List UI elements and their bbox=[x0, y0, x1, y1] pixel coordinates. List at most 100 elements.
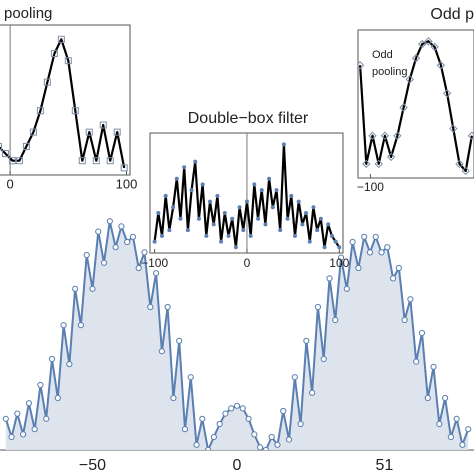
data-point bbox=[300, 222, 305, 227]
data-point bbox=[100, 259, 108, 266]
data-point bbox=[393, 131, 402, 140]
data-point bbox=[399, 103, 408, 112]
data-point bbox=[163, 193, 168, 198]
data-point bbox=[395, 264, 402, 272]
data-point bbox=[14, 410, 21, 417]
data-point bbox=[106, 157, 114, 165]
plot-area bbox=[358, 37, 474, 176]
data-point bbox=[262, 446, 270, 450]
data-point bbox=[285, 216, 290, 221]
data-point bbox=[15, 157, 23, 165]
data-point bbox=[72, 285, 79, 292]
data-point bbox=[164, 303, 171, 311]
data-point bbox=[318, 216, 323, 221]
data-point bbox=[124, 238, 131, 246]
data-point bbox=[237, 205, 242, 210]
data-point bbox=[461, 166, 470, 176]
data-point bbox=[31, 426, 38, 433]
data-point bbox=[147, 303, 154, 311]
data-point bbox=[85, 128, 93, 136]
inset-title: pooling bbox=[4, 5, 52, 22]
data-point bbox=[285, 436, 293, 443]
x-tick-label: 100 bbox=[116, 176, 138, 191]
data-point bbox=[89, 285, 96, 292]
data-point bbox=[36, 107, 44, 115]
data-point bbox=[320, 355, 327, 363]
data-point bbox=[259, 188, 264, 193]
data-point bbox=[281, 142, 286, 147]
chart-panel: 0 100 pooling bbox=[0, 5, 137, 191]
data-point bbox=[366, 249, 374, 256]
data-point bbox=[170, 394, 177, 402]
data-point bbox=[368, 131, 377, 140]
data-point bbox=[0, 142, 2, 150]
data-point bbox=[372, 233, 379, 240]
data-point bbox=[244, 199, 249, 204]
data-point bbox=[274, 441, 281, 448]
inset-title: Odd p bbox=[430, 6, 474, 23]
data-point bbox=[50, 50, 58, 58]
data-point bbox=[228, 405, 235, 412]
data-point bbox=[436, 61, 446, 70]
x-tick-label: 0 bbox=[244, 256, 251, 270]
data-point bbox=[411, 53, 421, 63]
data-point bbox=[455, 159, 464, 169]
chart-panel: −100 Odd p Odd pooling bbox=[357, 6, 474, 194]
data-point bbox=[386, 152, 396, 162]
data-point bbox=[303, 337, 310, 344]
data-point bbox=[187, 374, 194, 381]
data-point bbox=[210, 433, 217, 441]
data-point bbox=[309, 389, 316, 396]
data-point bbox=[57, 35, 65, 43]
data-point bbox=[442, 89, 452, 98]
data-point bbox=[333, 239, 338, 244]
data-point bbox=[315, 228, 320, 233]
data-point bbox=[25, 400, 33, 407]
data-point bbox=[447, 433, 454, 441]
data-point bbox=[418, 39, 427, 49]
data-point bbox=[430, 363, 437, 370]
data-point bbox=[289, 193, 294, 198]
data-point bbox=[453, 415, 460, 422]
chart-panel: −50 0 51 bbox=[0, 218, 474, 474]
chart-panel: −100 0 100 Double−box filter bbox=[141, 110, 350, 270]
data-point bbox=[389, 275, 397, 282]
data-point bbox=[66, 361, 73, 368]
data-point bbox=[291, 374, 298, 381]
data-point bbox=[296, 199, 301, 204]
data-point bbox=[193, 441, 200, 448]
data-point bbox=[343, 285, 350, 292]
data-point bbox=[245, 415, 252, 422]
data-point bbox=[430, 42, 439, 52]
data-line bbox=[0, 38, 126, 169]
data-point bbox=[436, 420, 443, 428]
data-point bbox=[189, 188, 194, 193]
data-point bbox=[160, 233, 165, 238]
data-point bbox=[274, 188, 279, 193]
data-point bbox=[424, 394, 431, 402]
data-point bbox=[239, 405, 246, 412]
data-point bbox=[241, 228, 246, 233]
data-point bbox=[129, 233, 137, 240]
data-point bbox=[171, 205, 176, 210]
data-line bbox=[359, 40, 473, 173]
data-point bbox=[326, 222, 331, 227]
data-point bbox=[22, 142, 30, 150]
data-point bbox=[251, 431, 258, 438]
data-point bbox=[256, 216, 261, 221]
data-point bbox=[185, 228, 190, 233]
data-point bbox=[226, 233, 231, 238]
data-point bbox=[95, 228, 102, 235]
data-point bbox=[216, 420, 223, 428]
data-point bbox=[362, 159, 371, 169]
data-point bbox=[384, 244, 391, 251]
data-point bbox=[83, 251, 90, 259]
plot-area bbox=[2, 218, 472, 450]
data-point bbox=[199, 415, 206, 422]
data-point bbox=[48, 355, 56, 363]
data-point bbox=[158, 348, 165, 355]
data-point bbox=[178, 216, 183, 221]
data-point bbox=[196, 216, 201, 221]
data-point bbox=[141, 249, 148, 256]
